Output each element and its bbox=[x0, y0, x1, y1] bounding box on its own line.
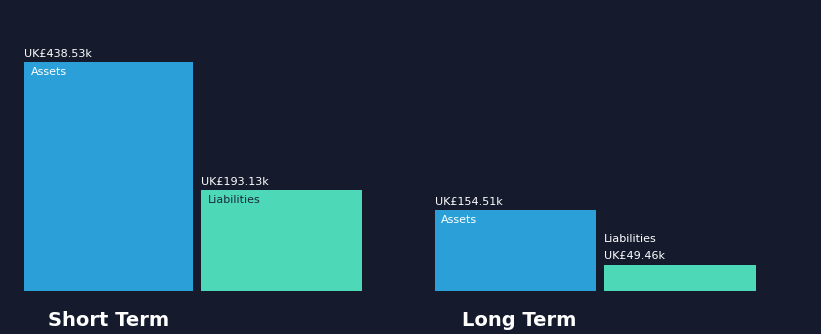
Text: Short Term: Short Term bbox=[48, 311, 169, 330]
Text: UK£193.13k: UK£193.13k bbox=[201, 177, 269, 187]
Bar bbox=[25, 62, 193, 291]
Text: UK£49.46k: UK£49.46k bbox=[603, 252, 664, 262]
Text: Liabilities: Liabilities bbox=[603, 234, 656, 244]
Text: Liabilities: Liabilities bbox=[208, 195, 260, 205]
Bar bbox=[603, 265, 756, 291]
Text: Assets: Assets bbox=[30, 67, 67, 77]
Text: UK£438.53k: UK£438.53k bbox=[25, 49, 92, 59]
Text: UK£154.51k: UK£154.51k bbox=[434, 197, 502, 207]
Bar bbox=[434, 210, 595, 291]
Bar bbox=[201, 190, 362, 291]
Text: Assets: Assets bbox=[441, 215, 477, 225]
Text: Long Term: Long Term bbox=[462, 311, 576, 330]
